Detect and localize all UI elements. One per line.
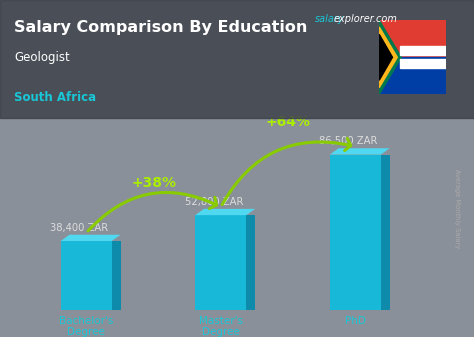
Polygon shape	[379, 34, 392, 80]
Bar	[195, 215, 246, 310]
Bar	[400, 46, 447, 56]
Text: 38,400 ZAR: 38,400 ZAR	[50, 223, 109, 233]
Polygon shape	[379, 27, 397, 88]
Text: +64%: +64%	[265, 115, 310, 129]
Text: 86,500 ZAR: 86,500 ZAR	[319, 136, 378, 147]
Bar	[330, 155, 381, 310]
Bar	[379, 57, 446, 94]
Polygon shape	[246, 215, 255, 310]
Polygon shape	[379, 20, 401, 94]
Bar	[400, 59, 447, 68]
Polygon shape	[112, 241, 120, 310]
Bar	[61, 241, 112, 310]
Text: Geologist: Geologist	[14, 51, 70, 64]
Bar	[379, 20, 446, 57]
Text: Average Monthly Salary: Average Monthly Salary	[455, 170, 460, 248]
Polygon shape	[330, 148, 390, 155]
Text: explorer.com: explorer.com	[334, 14, 398, 24]
Text: +38%: +38%	[131, 176, 176, 190]
Text: salary: salary	[315, 14, 345, 24]
Polygon shape	[195, 209, 255, 215]
Text: Salary Comparison By Education: Salary Comparison By Education	[14, 20, 308, 35]
Polygon shape	[61, 235, 120, 241]
Polygon shape	[381, 155, 390, 310]
Text: 52,800 ZAR: 52,800 ZAR	[185, 197, 243, 207]
Text: South Africa: South Africa	[14, 91, 96, 104]
